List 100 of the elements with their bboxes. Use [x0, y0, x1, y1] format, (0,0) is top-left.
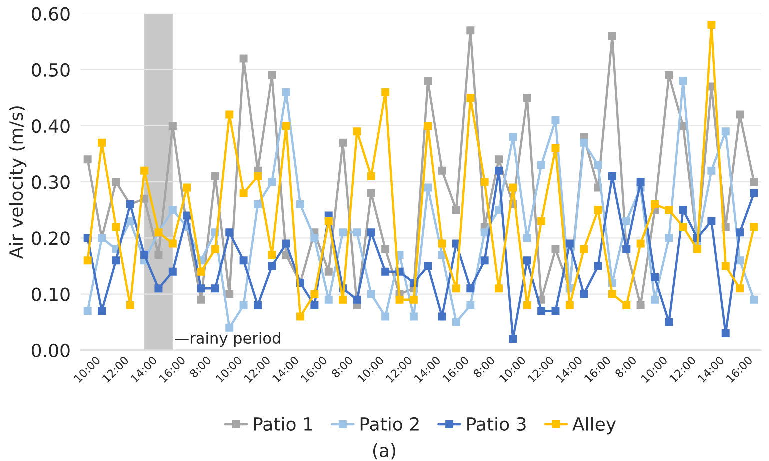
point [353, 296, 362, 304]
point [538, 307, 546, 316]
point [254, 301, 262, 310]
point [736, 110, 744, 119]
point [353, 228, 362, 237]
point [566, 301, 574, 310]
point [240, 54, 248, 63]
point [708, 166, 716, 175]
point [154, 251, 163, 259]
point [722, 128, 730, 136]
point [240, 256, 248, 265]
point [750, 222, 758, 231]
point [679, 222, 688, 231]
point [750, 189, 758, 198]
legend-label: Patio 1 [254, 417, 312, 432]
point [211, 245, 220, 254]
point [452, 318, 460, 326]
point [424, 184, 432, 192]
y-tick-label: 0.00 [32, 344, 70, 358]
point [339, 138, 348, 147]
point [183, 184, 192, 192]
point [538, 217, 546, 226]
point [168, 240, 177, 248]
point [523, 256, 532, 265]
point [324, 217, 333, 226]
legend-label: Patio 3 [468, 417, 526, 432]
point [324, 268, 333, 276]
point [140, 166, 149, 175]
point [650, 273, 659, 282]
point [665, 234, 674, 242]
point [636, 240, 645, 248]
point [126, 301, 134, 310]
legend-label: Alley [572, 417, 616, 435]
point [466, 301, 475, 310]
point [424, 77, 432, 86]
point [708, 21, 716, 30]
point [382, 88, 390, 96]
point [495, 284, 503, 293]
point [183, 212, 192, 220]
point [268, 251, 276, 259]
point [594, 206, 602, 214]
point [566, 240, 574, 248]
point [679, 77, 688, 86]
y-tick-label: 0.20 [32, 232, 70, 246]
point [112, 256, 120, 265]
y-tick-label: 0.60 [32, 7, 70, 21]
point [466, 284, 475, 293]
point [665, 206, 674, 214]
point [424, 122, 432, 130]
point [226, 110, 234, 119]
point [112, 178, 120, 186]
point [552, 245, 560, 254]
point [736, 228, 744, 237]
y-axis-title: Air velocity (m/s) [9, 106, 27, 259]
point [552, 116, 560, 124]
point [480, 256, 489, 265]
point [367, 189, 376, 198]
point [480, 178, 489, 186]
point [197, 296, 206, 304]
point [226, 324, 234, 332]
point [367, 290, 376, 298]
point [197, 268, 206, 276]
y-tick-label: 0.50 [32, 63, 70, 78]
point [622, 217, 631, 226]
point [382, 268, 390, 276]
point [324, 296, 333, 304]
y-tick-label: 0.10 [32, 288, 70, 302]
point [98, 307, 106, 316]
point [509, 335, 518, 344]
point [168, 206, 177, 214]
point [310, 301, 319, 310]
point [750, 178, 758, 186]
point [650, 296, 659, 304]
point [382, 312, 390, 321]
point [580, 245, 588, 254]
point [226, 290, 234, 298]
point [254, 172, 262, 180]
point [211, 172, 220, 180]
point [268, 262, 276, 270]
point [84, 307, 92, 316]
point [523, 301, 532, 310]
point [424, 262, 432, 270]
point [679, 206, 688, 214]
point [509, 184, 518, 192]
point [438, 166, 446, 175]
point [211, 284, 220, 293]
point [410, 296, 418, 304]
point [268, 178, 276, 186]
point [282, 240, 290, 248]
point [608, 32, 616, 40]
point [367, 172, 376, 180]
point [240, 189, 248, 198]
point [538, 161, 546, 170]
point [636, 178, 645, 186]
point [480, 228, 489, 237]
point [296, 200, 305, 209]
point [296, 312, 305, 321]
point [452, 284, 460, 293]
point [452, 206, 460, 214]
point [708, 217, 716, 226]
